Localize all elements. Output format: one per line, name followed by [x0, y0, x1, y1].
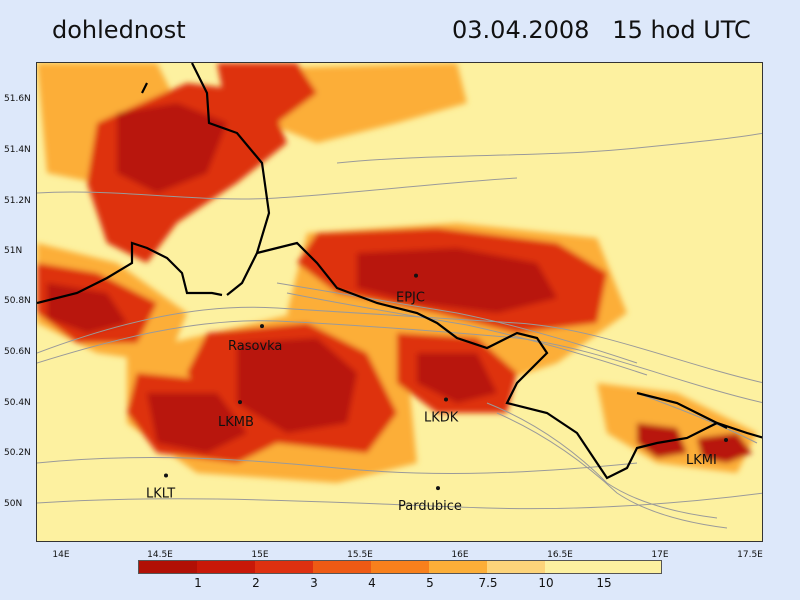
lon-label: 17.5E: [737, 550, 763, 560]
legend-swatch: [603, 561, 661, 573]
contour-line: [636, 392, 758, 444]
station-label: Rasovka: [228, 339, 282, 354]
lat-label: 50.8N: [4, 296, 31, 306]
legend-label: 15: [596, 576, 612, 590]
legend-swatch: [545, 561, 603, 573]
lon-label: 15.5E: [347, 550, 373, 560]
legend-label: 3: [310, 576, 318, 590]
legend-swatch: [487, 561, 545, 573]
visibility-shading: [37, 63, 757, 483]
lat-label: 50.2N: [4, 448, 31, 458]
visibility-area: [357, 248, 557, 313]
station-marker: [238, 400, 242, 405]
contour-line: [486, 402, 718, 519]
station-marker: [436, 486, 440, 491]
legend-swatch: [371, 561, 429, 573]
station-label: LKMI: [686, 453, 717, 468]
legend-swatch: [139, 561, 197, 573]
station-label: LKDK: [424, 411, 459, 426]
border-line: [256, 241, 762, 480]
station-label: EPJC: [396, 291, 425, 306]
lat-label: 51.4N: [4, 145, 31, 155]
map-variable-title: dohlednost: [52, 16, 186, 44]
lat-label: 51.2N: [4, 196, 31, 206]
lon-label: 16E: [451, 550, 469, 560]
lon-label: 16.5E: [547, 550, 573, 560]
visibility-area: [637, 423, 687, 458]
legend-swatch: [429, 561, 487, 573]
lon-label: 15E: [251, 550, 269, 560]
legend-label: 10: [538, 576, 554, 590]
legend-swatch: [197, 561, 255, 573]
visibility-area: [217, 63, 317, 123]
border-line: [636, 391, 728, 429]
legend-swatch: [313, 561, 371, 573]
terrain-contours: [37, 132, 762, 529]
lon-label: 14E: [52, 550, 70, 560]
visibility-area: [117, 103, 227, 193]
lat-label: 50.4N: [4, 398, 31, 408]
station-marker: [724, 438, 728, 443]
visibility-area: [237, 338, 357, 433]
contour-line: [37, 492, 762, 510]
station-label: Pardubice: [398, 499, 462, 514]
contour-line: [37, 320, 762, 404]
station-marker: [414, 273, 418, 278]
visibility-map[interactable]: EPJC Rasovka LKMB LKDK LKMI LKLT Pardubice: [36, 62, 763, 542]
lat-label: 51.6N: [4, 94, 31, 104]
visibility-area: [697, 433, 752, 463]
country-borders: [37, 63, 762, 480]
legend-label: 5: [426, 576, 434, 590]
station-layer: EPJC Rasovka LKMB LKDK LKMI LKLT Pardubice: [146, 273, 728, 514]
station-marker: [164, 473, 168, 478]
contour-line: [336, 132, 762, 164]
station-marker: [444, 397, 448, 402]
visibility-area: [147, 393, 247, 453]
visibility-legend-bar: [138, 560, 662, 574]
lat-label: 51N: [4, 246, 23, 256]
contour-line: [37, 306, 762, 384]
contour-line: [496, 412, 728, 529]
border-line: [37, 241, 223, 305]
contour-line: [37, 177, 518, 200]
legend-label: 2: [252, 576, 260, 590]
contour-line: [37, 457, 638, 474]
map-datetime-title: 03.04.2008 15 hod UTC: [452, 16, 751, 44]
lon-label: 14.5E: [147, 550, 173, 560]
visibility-area: [417, 353, 497, 403]
station-label: LKMB: [218, 415, 254, 430]
lat-label: 50.6N: [4, 347, 31, 357]
border-line: [141, 82, 148, 94]
legend-swatch: [255, 561, 313, 573]
map-canvas: EPJC Rasovka LKMB LKDK LKMI LKLT Pardubice: [37, 63, 762, 529]
contour-line: [276, 282, 638, 364]
contour-line: [286, 292, 648, 376]
lon-label: 17E: [651, 550, 669, 560]
visibility-area: [267, 63, 467, 143]
border-line: [191, 63, 271, 296]
legend-label: 7.5: [478, 576, 498, 590]
station-label: LKLT: [146, 486, 175, 501]
lat-label: 50N: [4, 499, 23, 509]
station-marker: [260, 324, 264, 329]
legend-label: 4: [368, 576, 376, 590]
legend-label: 1: [194, 576, 202, 590]
